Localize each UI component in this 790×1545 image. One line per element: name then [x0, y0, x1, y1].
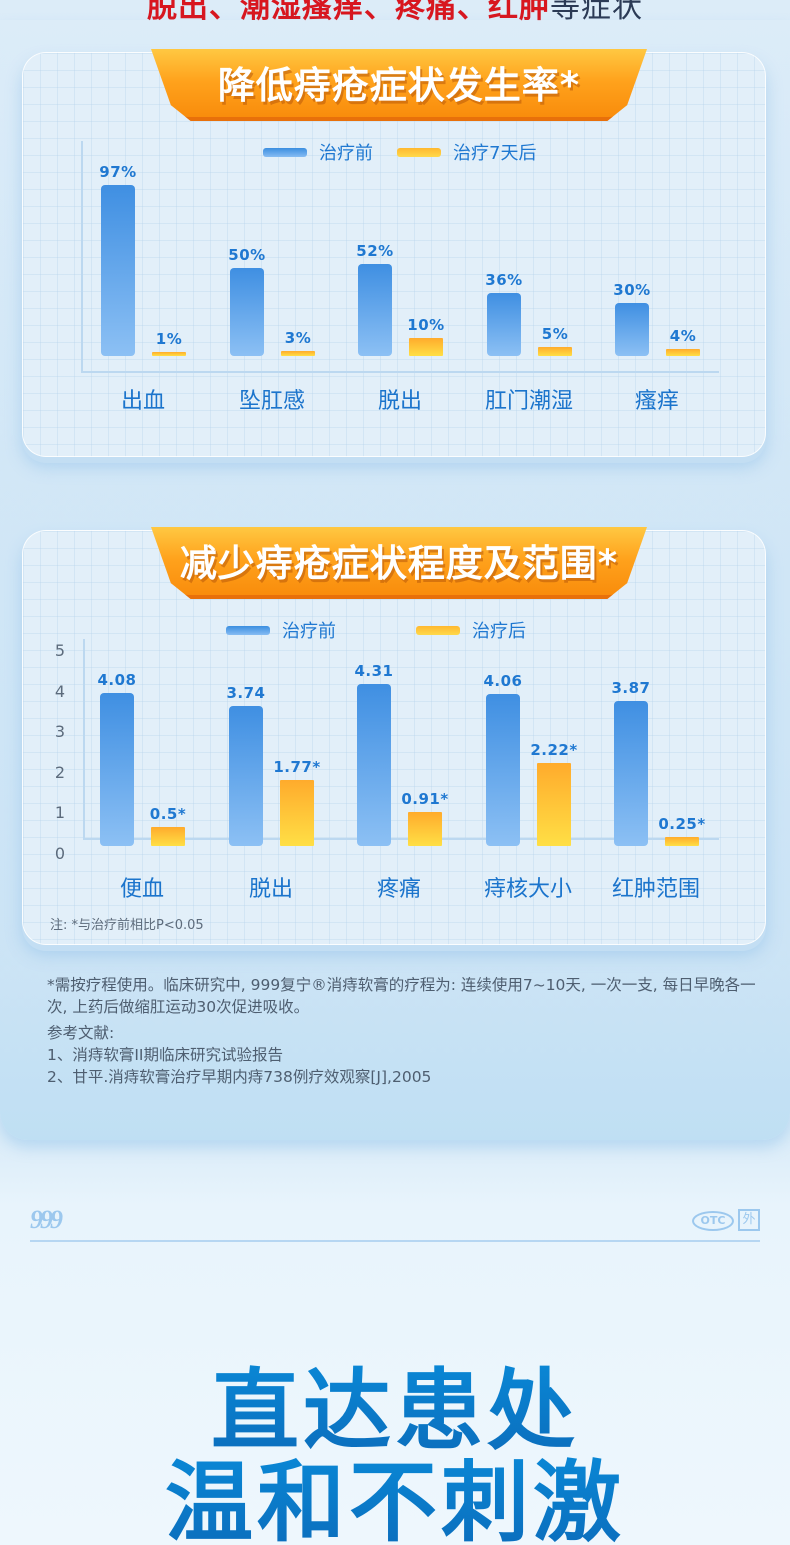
- bar-value-label: 0.91*: [401, 789, 449, 808]
- bar-before: [614, 700, 648, 846]
- bar-value-label: 1%: [155, 330, 183, 348]
- legend-label-before: 治疗前: [319, 143, 373, 164]
- bar-before: [101, 185, 135, 356]
- category-label: 瘙痒: [634, 389, 679, 414]
- slogan-line-1: 直达患处: [0, 1340, 790, 1467]
- chart2-y-axis: [83, 639, 85, 839]
- incidence-chart-card: 降低痔疮症状发生率* 治疗前 治疗7天后 97% 1% 出血 50% 3% 坠肛感 52% 1…: [22, 49, 766, 457]
- chart1-x-axis: [81, 371, 719, 373]
- bar-value-label: 50%: [228, 246, 266, 264]
- bar-value-label: 2.22*: [530, 740, 578, 759]
- external-use-badge-icon: 外: [738, 1209, 760, 1231]
- brand-logo-999: 999: [30, 1205, 63, 1234]
- y-tick-label: 5: [54, 641, 65, 660]
- category-label: 肛门潮湿: [484, 389, 573, 414]
- bar-after: [537, 762, 571, 846]
- category-label: 脱出: [248, 877, 293, 902]
- chart1-title: 降低痔疮症状发生率*: [217, 64, 581, 107]
- legend-item-after: 治疗后: [416, 617, 526, 643]
- bar-after: [408, 811, 442, 846]
- legend-swatch-before: [226, 625, 270, 635]
- brand-divider: [30, 1240, 760, 1242]
- reference-1: 1、消痔软膏II期临床研究试验报告: [47, 1046, 284, 1064]
- bar-before: [229, 705, 263, 846]
- slogan-line-2: 温和不刺激: [0, 1432, 790, 1545]
- legend-swatch-before: [263, 147, 307, 157]
- bar-before: [358, 264, 392, 356]
- legend-item-after: 治疗7天后: [397, 139, 536, 165]
- bar-value-label: 30%: [613, 281, 651, 300]
- category-label: 痔核大小: [483, 877, 572, 902]
- legend-label-after: 治疗后: [472, 621, 526, 642]
- y-tick-label: 0: [54, 843, 65, 863]
- category-label: 疼痛: [376, 877, 421, 902]
- category-label: 出血: [120, 389, 165, 414]
- y-tick-label: 4: [54, 681, 65, 701]
- chart2-x-axis: [83, 838, 719, 840]
- bar-before: [230, 268, 264, 356]
- category-label: 红肿范围: [611, 877, 700, 902]
- bar-value-label: 36%: [485, 270, 523, 289]
- bar-value-label: 4.08: [97, 671, 137, 689]
- significance-note: 注: *与治疗前相比P<0.05: [50, 918, 204, 933]
- bar-value-label: 3%: [284, 328, 312, 347]
- y-tick-label: 3: [54, 722, 65, 741]
- legend-label-after: 治疗7天后: [453, 143, 537, 164]
- bar-value-label: 97%: [99, 163, 137, 182]
- otc-badge-icon: OTC: [692, 1211, 734, 1231]
- bar-after: [665, 836, 699, 846]
- bar-before: [487, 292, 521, 356]
- legend-label-before: 治疗前: [282, 621, 336, 642]
- reference-2: 2、甘平.消痔软膏治疗早期内痔738例疗效观察[J],2005: [47, 1068, 432, 1086]
- category-label: 便血: [119, 877, 164, 902]
- bar-before: [615, 303, 649, 356]
- bar-before: [357, 684, 391, 846]
- category-label: 脱出: [377, 389, 422, 414]
- legend-item-before: 治疗前: [263, 139, 373, 165]
- bar-after: [281, 350, 315, 356]
- legend-swatch-after: [397, 147, 441, 157]
- bar-value-label: 1.77*: [273, 757, 321, 776]
- bar-after: [666, 348, 700, 356]
- bar-value-label: 4.06: [483, 671, 523, 690]
- y-tick-label: 1: [54, 803, 65, 822]
- chart1-legend: 治疗前 治疗7天后: [263, 139, 536, 165]
- references-title: 参考文献:: [47, 1024, 115, 1042]
- legend-item-before: 治疗前: [226, 617, 336, 643]
- bar-value-label: 5%: [541, 325, 569, 344]
- brand-row: 999 OTC 外: [30, 1205, 760, 1241]
- footnote: *需按疗程使用。临床研究中, 999复宁®消痔软膏的疗程为: 连续使用7~10天…: [47, 974, 767, 1088]
- bar-value-label: 10%: [407, 316, 445, 335]
- bar-value-label: 4.31: [354, 662, 394, 681]
- bar-value-label: 52%: [356, 242, 394, 261]
- legend-swatch-after: [416, 625, 460, 635]
- usage-note: *需按疗程使用。临床研究中, 999复宁®消痔软膏的疗程为: 连续使用7~10天…: [47, 976, 756, 1016]
- bar-after: [151, 827, 185, 846]
- bar-after: [152, 352, 186, 356]
- category-label: 坠肛感: [238, 389, 305, 414]
- bar-before: [486, 693, 520, 846]
- chart1-y-axis: [81, 141, 83, 371]
- chart2-title: 减少痔疮症状程度及范围*: [179, 542, 619, 585]
- chart2-legend: 治疗前 治疗后: [226, 617, 526, 643]
- chart2-title-ribbon: 减少痔疮症状程度及范围*: [151, 527, 647, 599]
- bar-after: [538, 347, 572, 356]
- bar-value-label: 4%: [669, 326, 697, 345]
- bar-value-label: 3.74: [226, 683, 266, 702]
- severity-chart-card: 减少痔疮症状程度及范围* 治疗前 治疗后 5 4 3 2 1 0 4.08 0.5* 便血 3.…: [22, 527, 766, 945]
- bar-after: [409, 338, 443, 356]
- bar-before: [100, 693, 134, 846]
- chart1-title-ribbon: 降低痔疮症状发生率*: [151, 49, 647, 121]
- y-tick-label: 2: [54, 762, 65, 782]
- bar-value-label: 3.87: [611, 678, 651, 697]
- bar-after: [280, 779, 314, 846]
- bar-value-label: 0.25*: [658, 814, 706, 833]
- bar-value-label: 0.5*: [149, 805, 187, 824]
